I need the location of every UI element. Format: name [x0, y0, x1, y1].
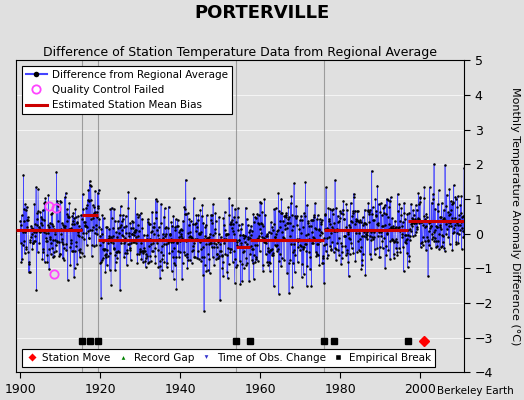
Legend: Station Move, Record Gap, Time of Obs. Change, Empirical Break: Station Move, Record Gap, Time of Obs. C… — [21, 349, 435, 367]
Text: Berkeley Earth: Berkeley Earth — [437, 386, 514, 396]
Title: Difference of Station Temperature Data from Regional Average: Difference of Station Temperature Data f… — [43, 46, 438, 59]
Y-axis label: Monthly Temperature Anomaly Difference (°C): Monthly Temperature Anomaly Difference (… — [510, 87, 520, 346]
Text: PORTERVILLE: PORTERVILLE — [194, 4, 330, 22]
